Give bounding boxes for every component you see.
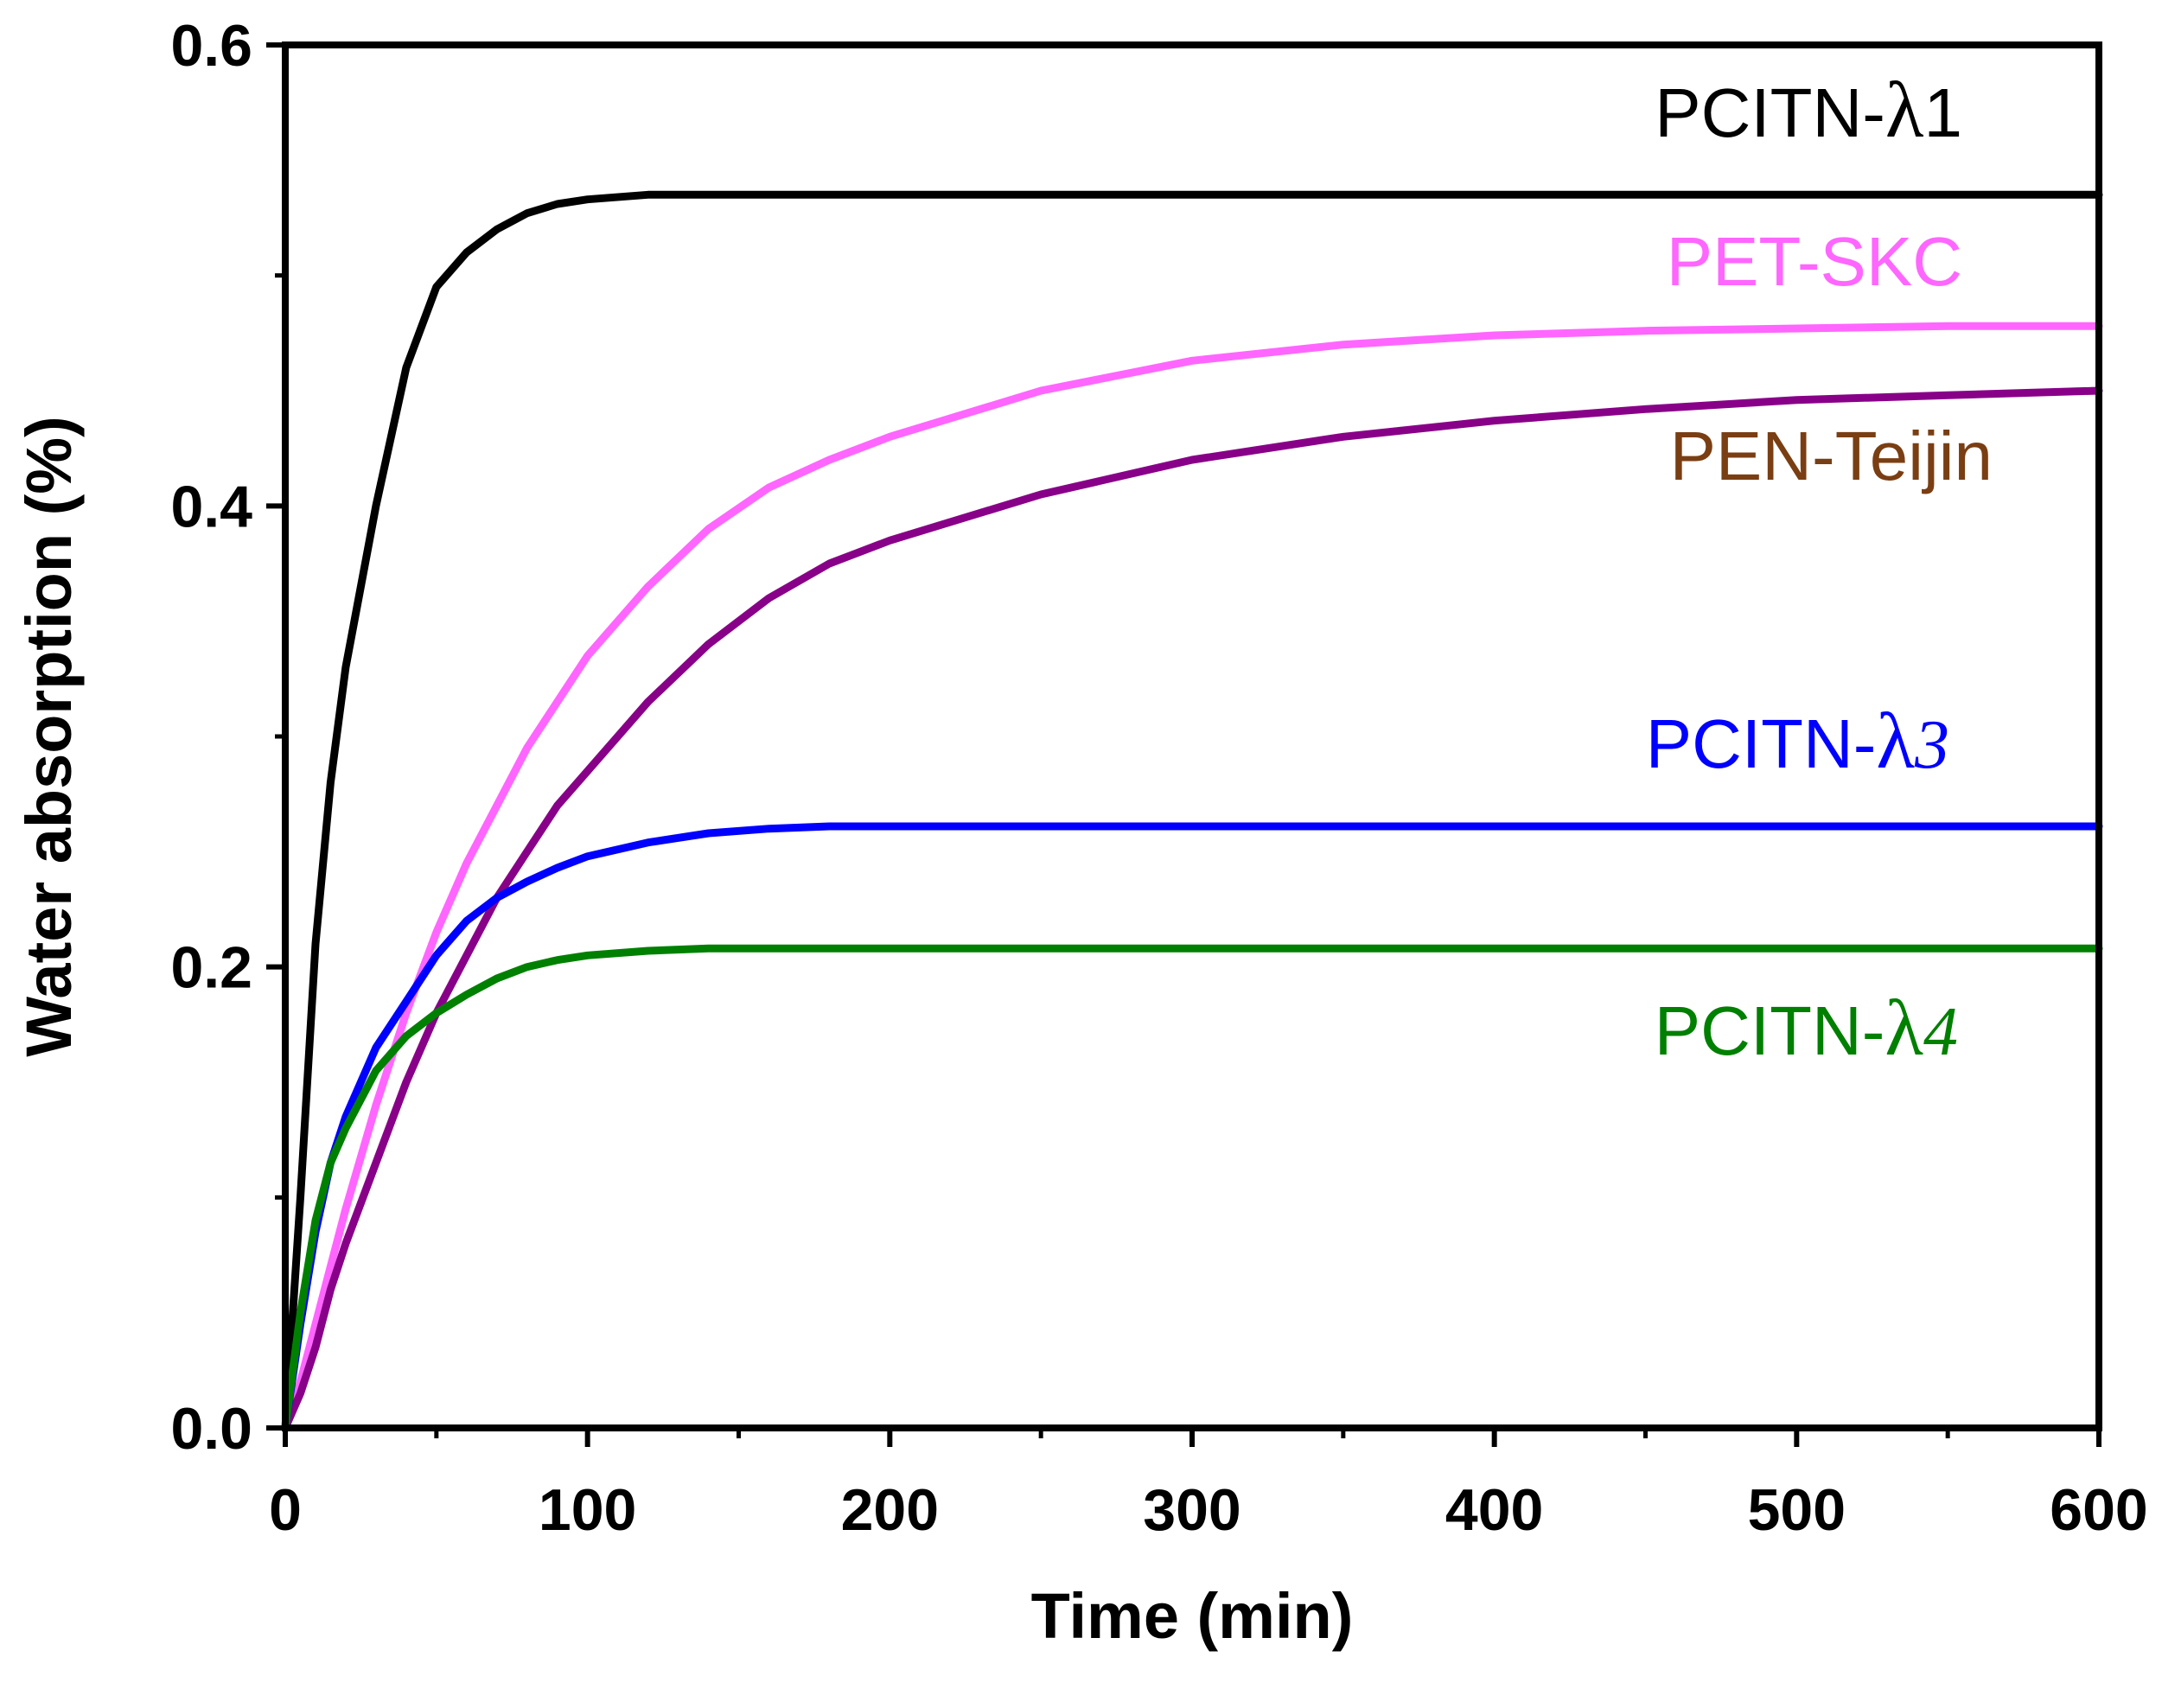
series-line-2: [281, 322, 2103, 1432]
x-tick-label: 500: [1748, 1477, 1846, 1543]
x-tick-label: 0: [269, 1477, 302, 1543]
series-label-suffix: 4: [1923, 994, 1958, 1070]
ticklabels-layer: 0 100 200 300 400 500 600 0.0 0.2 0.4 0.6: [170, 13, 2147, 1543]
series-label-prefix: PCITN-: [1655, 74, 1885, 151]
x-tick-label: 100: [539, 1477, 636, 1543]
series-label-prefix: PCITN-: [1646, 705, 1877, 782]
series-label-suffix: 3: [1914, 707, 1949, 783]
series-label-prefix: PCITN-: [1655, 992, 1885, 1069]
series-label-2: PET-SKC: [1667, 223, 1962, 300]
y-axis-title: Water absorption (%): [13, 416, 85, 1056]
series-label-1: PCITN-λ1: [1655, 66, 1962, 154]
x-tick-label: 300: [1143, 1477, 1240, 1543]
series-label-prefix: PEN-Teijin: [1670, 417, 1993, 494]
series-line-4: [281, 822, 2103, 1432]
y-tick-label: 0.2: [170, 935, 252, 1001]
x-axis-title: Time (min): [1031, 1580, 1354, 1652]
x-tick-label: 400: [1445, 1477, 1543, 1543]
series-label-suffix: 1: [1924, 74, 1963, 151]
series-label-greek: λ: [1885, 984, 1923, 1072]
plot-frame: [282, 41, 2102, 1431]
series-label-3: PEN-Teijin: [1670, 417, 1993, 494]
series-label-greek: λ: [1876, 697, 1915, 785]
series-layer: [281, 190, 2103, 1432]
labels-layer: PCITN-λ1PET-SKCPEN-TeijinPCITN-λ3PCITN-λ…: [1646, 66, 1993, 1072]
series-line-5: [281, 944, 2103, 1432]
x-tick-label: 600: [2050, 1477, 2147, 1543]
series-label-prefix: PET-SKC: [1667, 223, 1962, 300]
x-tick-label: 200: [841, 1477, 939, 1543]
series-label-greek: λ: [1885, 66, 1924, 154]
series-label-5: PCITN-λ4: [1655, 984, 1958, 1072]
y-tick-label: 0.0: [170, 1396, 252, 1462]
series-label-4: PCITN-λ3: [1646, 697, 1949, 785]
y-tick-label: 0.6: [170, 13, 252, 79]
series-line-1: [281, 190, 2103, 1432]
series-line-3: [281, 386, 2103, 1432]
y-tick-label: 0.4: [170, 474, 252, 539]
